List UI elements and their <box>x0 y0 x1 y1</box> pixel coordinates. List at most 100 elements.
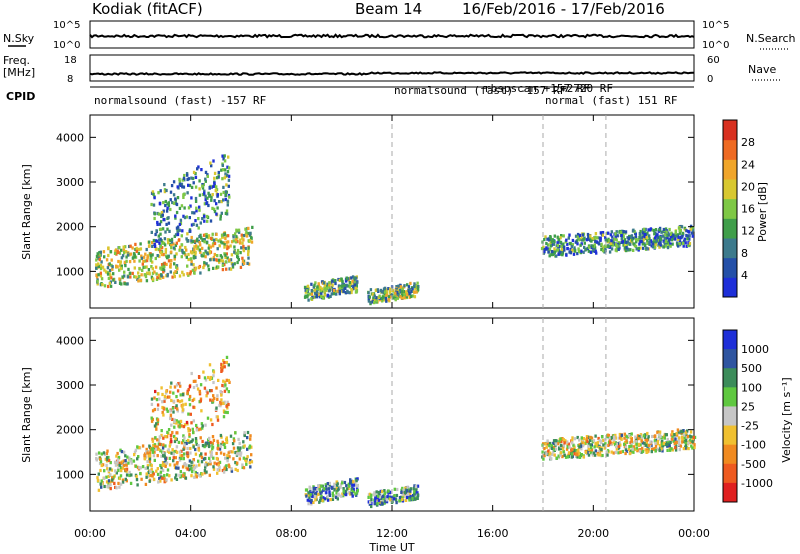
data-cell <box>193 271 196 275</box>
data-cell <box>104 270 108 274</box>
colorbar-tick-label: 20 <box>741 180 755 193</box>
data-cell <box>328 493 332 497</box>
data-cell <box>235 235 238 239</box>
data-cell <box>105 475 108 479</box>
data-cell <box>569 247 572 252</box>
data-cell <box>630 234 634 238</box>
data-cell <box>314 281 317 285</box>
data-cell <box>156 418 160 422</box>
data-cell <box>376 494 380 498</box>
data-cell <box>585 435 589 439</box>
data-cell <box>220 442 223 446</box>
data-cell <box>159 276 162 280</box>
data-cell <box>105 456 109 460</box>
data-cell <box>549 441 552 446</box>
data-cell <box>588 236 591 240</box>
data-cell <box>163 394 167 399</box>
data-cell <box>191 268 195 272</box>
data-cell <box>658 235 662 239</box>
data-cell <box>169 207 172 212</box>
data-cell <box>189 257 193 261</box>
data-cell <box>550 253 553 257</box>
data-cell <box>152 277 155 281</box>
data-cell <box>166 202 169 206</box>
data-cell <box>639 236 642 240</box>
data-cell <box>121 463 124 468</box>
colorbar-tick-label: 24 <box>741 158 755 171</box>
data-cell <box>169 190 173 194</box>
data-cell <box>395 287 399 291</box>
data-cell <box>242 234 246 238</box>
data-cell <box>190 460 193 464</box>
data-cell <box>153 216 156 221</box>
data-cell <box>202 183 205 187</box>
data-cell <box>594 232 598 236</box>
data-cell <box>181 392 185 396</box>
colorbar-tick-label: 500 <box>741 362 762 375</box>
data-cell <box>326 282 329 286</box>
data-cell <box>164 456 167 460</box>
data-cell <box>614 450 618 454</box>
data-cell <box>322 496 325 500</box>
data-cell <box>117 259 120 264</box>
data-cell <box>398 289 402 293</box>
data-cell <box>643 443 646 447</box>
data-cell <box>587 453 591 457</box>
data-cell <box>156 222 159 226</box>
data-cell <box>224 260 228 264</box>
data-cell <box>559 453 562 457</box>
data-cell <box>684 241 687 245</box>
data-cell <box>597 450 600 454</box>
data-cell <box>581 233 585 237</box>
data-cell <box>180 441 184 445</box>
data-cell <box>311 494 314 498</box>
data-cell <box>153 450 156 454</box>
data-cell <box>169 198 172 202</box>
data-cell <box>142 265 145 269</box>
data-cell <box>154 265 158 269</box>
data-cell <box>349 492 352 496</box>
data-cell <box>188 397 191 402</box>
data-cell <box>170 246 173 250</box>
data-cell <box>643 229 646 233</box>
data-cell <box>653 439 657 443</box>
data-cell <box>217 173 220 177</box>
nsky-trace <box>89 33 695 39</box>
data-cell <box>585 436 589 440</box>
data-cell <box>161 446 165 450</box>
data-cell <box>180 424 183 428</box>
data-cell <box>130 473 133 477</box>
data-cell <box>227 451 230 455</box>
data-cell <box>666 246 670 250</box>
data-cell <box>241 463 244 467</box>
data-cell <box>216 441 220 445</box>
data-cell <box>677 438 681 442</box>
data-cell <box>109 487 112 491</box>
data-cell <box>103 268 106 272</box>
data-cell <box>608 239 611 243</box>
data-cell <box>563 248 566 252</box>
data-cell <box>637 246 640 250</box>
data-cell <box>138 267 141 271</box>
data-cell <box>154 436 157 440</box>
data-cell <box>222 401 225 405</box>
data-cell <box>107 276 111 280</box>
data-cell <box>668 448 672 452</box>
data-cell <box>673 234 677 238</box>
data-cell <box>182 452 186 456</box>
data-cell <box>314 291 317 295</box>
data-cell <box>384 296 388 301</box>
data-cell <box>578 233 582 237</box>
data-cell <box>599 238 602 242</box>
data-cell <box>153 212 156 216</box>
data-cell <box>213 461 216 465</box>
data-cell <box>151 450 154 454</box>
data-cell <box>186 272 189 276</box>
data-cell <box>186 232 189 236</box>
nave-tick-top: 60 <box>707 55 720 66</box>
data-cell <box>355 281 359 285</box>
data-cell <box>131 271 134 275</box>
data-cell <box>118 268 121 272</box>
data-cell <box>148 244 151 248</box>
data-cell <box>325 284 328 289</box>
